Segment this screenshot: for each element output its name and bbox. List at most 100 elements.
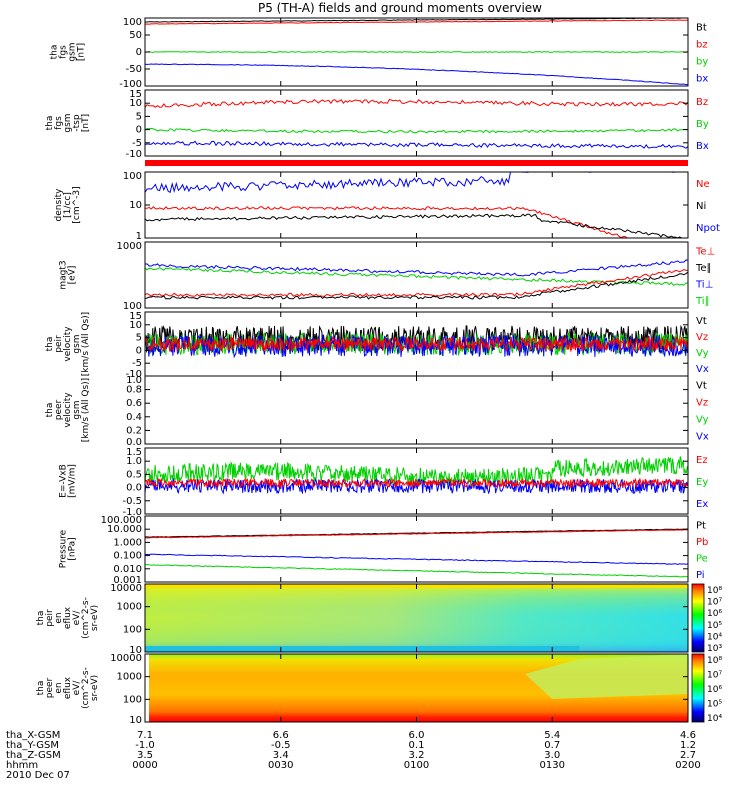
legend-label: bx xyxy=(696,74,708,85)
legend-label: Vt xyxy=(696,381,707,392)
legend-label: Pb xyxy=(696,537,708,548)
legend-label: Ex xyxy=(696,499,708,510)
colorbar-label: 10⁷ xyxy=(707,598,722,608)
colorbar-label: 10⁴ xyxy=(707,714,722,724)
y-tick-label: 100 xyxy=(123,694,142,705)
y-tick-label: 1000 xyxy=(117,672,142,683)
y-tick-label: 1.0 xyxy=(126,456,142,467)
y-axis-label: thapeerenefluxeV/(cm^2-s-sr-eV) xyxy=(36,667,100,709)
series-line-black xyxy=(145,213,688,238)
y-tick-label: 10000 xyxy=(110,653,142,664)
y-tick-label: 5 xyxy=(136,111,142,122)
series-line-green xyxy=(145,51,688,53)
spectrogram-p10 xyxy=(145,654,688,722)
series-line-red xyxy=(145,269,688,297)
legend-label: Te⊥ xyxy=(695,246,715,257)
series-line-blue xyxy=(145,140,688,149)
y-tick-label: 100 xyxy=(123,301,142,312)
y-tick-label: 0.6 xyxy=(126,398,142,409)
legend-label: Ti∥ xyxy=(695,296,710,307)
series-line-blue xyxy=(145,259,688,277)
ephem-value: 0100 xyxy=(404,760,429,771)
legend-label: bz xyxy=(696,40,708,51)
y-tick-label: 0.010 xyxy=(113,564,142,575)
colorbar-label: 10⁷ xyxy=(707,671,722,681)
ephem-value: 0200 xyxy=(675,760,700,771)
ephem-value: 2.7 xyxy=(680,750,696,761)
legend-label: Vx xyxy=(696,432,709,443)
y-tick-label: 15 xyxy=(129,311,142,322)
legend-label: Ti⊥ xyxy=(695,279,713,290)
y-tick-label: -0.5 xyxy=(122,496,142,507)
y-tick-label: 0.4 xyxy=(126,412,142,423)
ephem-value: 3.0 xyxy=(544,750,560,761)
y-tick-label: 10 xyxy=(129,200,142,211)
series-line-green xyxy=(145,456,688,487)
legend-label: Pi xyxy=(696,570,705,581)
y-tick-label: 0 xyxy=(136,47,142,58)
colorbar-label: 10⁵ xyxy=(707,700,722,710)
y-axis-label: density[1/cc][cm^-3] xyxy=(54,186,82,223)
y-tick-label: 0.8 xyxy=(126,385,142,396)
legend-label: by xyxy=(696,57,708,68)
y-axis-label: thapeervelocitygsm[km/s (All Qs)] xyxy=(45,378,91,442)
legend-label: Vt xyxy=(696,316,707,327)
series-line-black xyxy=(145,528,688,538)
y-tick-label: 50 xyxy=(129,30,142,41)
ephem-value: 4.6 xyxy=(680,730,696,741)
legend-label: Ez xyxy=(696,455,708,466)
y-tick-label: -10 xyxy=(126,369,142,380)
y-axis-label: E=-VxB[mV/m] xyxy=(59,464,78,498)
y-tick-label: 10 xyxy=(129,320,142,331)
legend-label: Vy xyxy=(696,415,709,426)
y-tick-label: 10 xyxy=(129,645,142,656)
spec-gap xyxy=(145,654,149,722)
y-tick-label: -5 xyxy=(132,358,142,369)
legend-label: Ey xyxy=(696,477,708,488)
series-line-blue xyxy=(145,172,688,194)
y-tick-label: 0.100 xyxy=(113,551,142,562)
y-tick-label: 0 xyxy=(136,345,142,356)
colorbar-label: 10⁴ xyxy=(707,632,722,642)
ephem-value: 3.5 xyxy=(137,750,153,761)
y-tick-label: 0.001 xyxy=(113,575,142,586)
spec-low-band xyxy=(145,646,580,652)
colorbar xyxy=(691,653,705,723)
ephem-label: tha_Y-GSM xyxy=(6,740,59,751)
panel-p10: 10⁸ 10⁷ 10⁶ 10⁵ 10⁴ 10000 1000 100 10 thapeerenef… xyxy=(36,653,722,726)
y-tick-label: 0.2 xyxy=(126,425,142,436)
y-axis-label: thafgsgsm[nT] xyxy=(50,42,87,61)
legend-label: Te∥ xyxy=(695,263,712,274)
panel-p6: 1.00.8 0.6 0.4 0.20.0 thapeervelocitygsm[km/… xyxy=(45,375,709,448)
colorbar-label: 10⁸ xyxy=(707,656,722,666)
y-tick-label: 10000 xyxy=(110,583,142,594)
panel-p7: 1.51.0 0.5 0.0 -0.5-1.0 E=-VxB[mV/m] Ez Ey Ex xyxy=(59,447,709,518)
y-tick-label: -1.0 xyxy=(122,507,142,518)
colorbar-label: 10⁶ xyxy=(707,685,722,695)
ephem-value: 0000 xyxy=(132,760,157,771)
series-line-black xyxy=(145,271,688,300)
y-tick-label: 100.000 xyxy=(101,515,142,526)
y-tick-label: -50 xyxy=(126,64,142,75)
y-tick-label: -5 xyxy=(132,138,142,149)
series-line-red xyxy=(145,529,688,539)
ephem-value: -0.5 xyxy=(271,740,291,751)
y-axis-label: thafgsgsm-tsp[nT] xyxy=(45,113,91,132)
y-axis-label: thapeirenefluxeV/(cm^2-s-sr-eV) xyxy=(36,597,100,639)
ephem-label: tha_Z-GSM xyxy=(6,750,61,761)
y-axis-label: Pressure[nPa] xyxy=(59,529,78,568)
series-line-blue xyxy=(145,63,688,86)
legend-label: Vy xyxy=(696,348,709,359)
panel-p4: 1000 100 magt3[eV] Te⊥ Te∥ Ti⊥ Ti∥ xyxy=(59,241,716,312)
ephem-value: 3.4 xyxy=(273,750,289,761)
ephem-value: 0.7 xyxy=(544,740,560,751)
y-tick-label: 10.000 xyxy=(107,524,142,535)
y-tick-label: 10 xyxy=(129,98,142,109)
colorbar xyxy=(691,583,705,653)
colorbar-label: 10³ xyxy=(707,644,722,654)
colorbar-label: 10⁵ xyxy=(707,621,722,631)
